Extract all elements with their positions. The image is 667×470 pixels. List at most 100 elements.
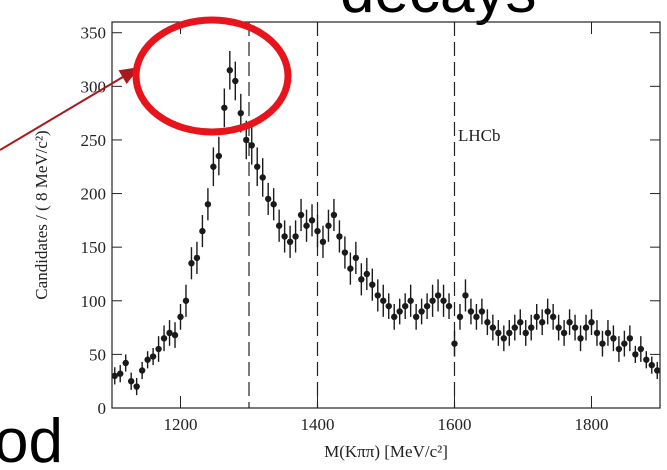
- data-point: [588, 319, 595, 326]
- data-point: [533, 313, 540, 321]
- data-point: [621, 340, 628, 347]
- data-point: [155, 345, 162, 353]
- data-point: [555, 324, 562, 331]
- data-point: [117, 370, 124, 377]
- data-point: [226, 67, 234, 74]
- data-point: [188, 260, 195, 267]
- data-point: [632, 351, 639, 358]
- data-point: [182, 297, 190, 304]
- data-point: [286, 238, 294, 246]
- data-point: [582, 324, 590, 331]
- data-point: [478, 308, 486, 315]
- data-point: [369, 281, 376, 288]
- data-point: [210, 163, 217, 170]
- data-point: [648, 361, 655, 369]
- data-point: [626, 335, 634, 342]
- data-point: [473, 313, 480, 321]
- data-point: [177, 313, 184, 321]
- data-point: [506, 329, 513, 337]
- data-point: [221, 104, 228, 111]
- data-point: [160, 335, 168, 342]
- data-point: [495, 329, 502, 337]
- data-point: [566, 319, 573, 326]
- data-point: [500, 335, 508, 342]
- data-point: [358, 276, 365, 283]
- x-tick-label: 1200: [164, 415, 198, 434]
- y-tick-label: 250: [81, 131, 107, 150]
- y-tick-label: 50: [89, 345, 106, 364]
- data-point: [144, 356, 151, 363]
- data-point: [549, 313, 557, 321]
- data-point: [462, 292, 469, 299]
- data-point: [133, 383, 140, 390]
- x-tick-label: 1800: [575, 415, 609, 434]
- data-point: [401, 302, 409, 310]
- data-point: [451, 340, 458, 347]
- data-point: [330, 211, 338, 219]
- data-point: [254, 163, 261, 170]
- data-point: [511, 324, 518, 331]
- data-point: [111, 372, 118, 380]
- data-point: [604, 329, 612, 337]
- data-point: [166, 329, 173, 337]
- data-point: [199, 227, 206, 235]
- data-point: [374, 292, 381, 299]
- x-tick-label: 1400: [301, 415, 335, 434]
- data-point: [319, 238, 327, 246]
- data-point: [281, 233, 288, 240]
- data-point: [643, 356, 650, 363]
- data-point: [138, 367, 146, 374]
- y-tick-label: 200: [81, 185, 107, 204]
- data-point: [440, 297, 447, 304]
- x-tick-label: 1600: [438, 415, 472, 434]
- slide-text-fragment: od: [0, 407, 63, 470]
- data-point: [237, 109, 244, 117]
- data-point: [434, 292, 442, 299]
- data-point: [380, 297, 387, 304]
- data-point: [122, 359, 129, 367]
- data-point: [445, 302, 453, 310]
- data-point: [577, 335, 584, 342]
- data-point: [412, 313, 420, 321]
- data-point: [560, 329, 568, 337]
- data-point: [204, 201, 212, 208]
- data-point: [637, 345, 645, 353]
- data-point: [522, 329, 529, 337]
- data-point: [171, 331, 179, 339]
- data-point: [423, 302, 431, 310]
- y-tick-label: 100: [81, 292, 107, 311]
- data-point: [456, 313, 464, 321]
- y-axis-label: Candidates / ( 8 MeV/c²): [32, 130, 51, 299]
- data-point: [407, 297, 414, 304]
- plot-frame: [111, 21, 661, 409]
- data-point: [325, 222, 332, 229]
- highlight-circle: [132, 16, 292, 136]
- data-point: [303, 222, 310, 229]
- data-point: [517, 319, 524, 326]
- data-point: [363, 270, 371, 278]
- data-point: [391, 313, 398, 321]
- annotation: LHCb: [458, 126, 501, 145]
- y-tick-label: 350: [81, 24, 107, 43]
- data-point: [248, 142, 255, 149]
- data-point: [538, 319, 546, 326]
- data-point: [610, 335, 617, 342]
- data-point: [544, 308, 551, 315]
- data-point: [347, 265, 354, 272]
- data-point: [571, 324, 579, 331]
- data-point: [232, 77, 239, 85]
- data-point: [528, 324, 535, 331]
- data-point: [259, 174, 266, 181]
- x-axis-label: M(Kππ) [MeV/c²]: [324, 442, 448, 461]
- y-tick-label: 150: [81, 238, 107, 257]
- data-point: [341, 249, 349, 256]
- data-point: [467, 308, 475, 315]
- data-point: [385, 302, 392, 310]
- data-point: [615, 345, 623, 353]
- data-point: [292, 233, 299, 240]
- data-point: [127, 377, 135, 385]
- data-point: [308, 217, 316, 224]
- data-point: [418, 308, 425, 315]
